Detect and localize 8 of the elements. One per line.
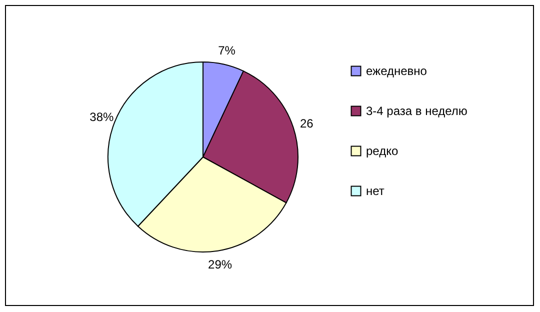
data-label: 7% xyxy=(218,44,236,58)
data-label: 38% xyxy=(90,110,114,124)
legend-label: нет xyxy=(366,184,385,198)
legend-label: 3-4 раза в неделю xyxy=(366,104,468,118)
data-label: 29% xyxy=(208,258,232,272)
data-label: 26 xyxy=(300,116,314,130)
legend-label: редко xyxy=(366,144,398,158)
legend-label: ежедневно xyxy=(366,64,428,78)
